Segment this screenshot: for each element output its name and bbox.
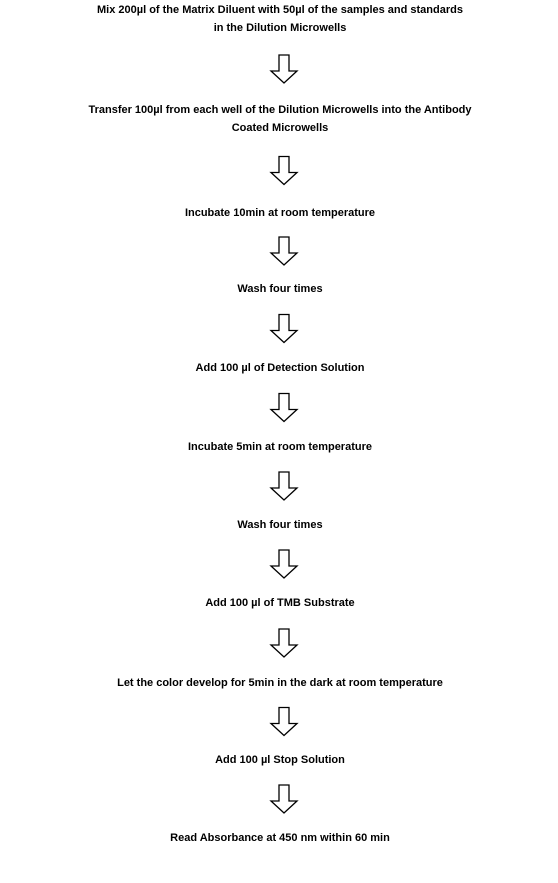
step-text: Add 100 µl of Detection Solution (196, 362, 365, 374)
step-text: Mix 200µl of the Matrix Diluent with 50µ… (97, 4, 463, 16)
down-arrow (269, 392, 299, 423)
down-arrow (269, 471, 299, 501)
down-arrow (269, 155, 299, 186)
step-text: in the Dilution Microwells (214, 22, 347, 34)
step-text: Read Absorbance at 450 nm within 60 min (170, 832, 390, 844)
step-text: Incubate 5min at room temperature (188, 441, 372, 453)
down-arrow (269, 236, 299, 266)
step-text: Let the color develop for 5min in the da… (117, 677, 443, 689)
step-text: Wash four times (237, 519, 322, 531)
down-arrow (269, 313, 299, 344)
down-arrow (269, 54, 299, 84)
down-arrow (269, 784, 299, 814)
step-text: Wash four times (237, 283, 322, 295)
step-text: Add 100 µl Stop Solution (215, 754, 345, 766)
down-arrow (269, 549, 299, 579)
step-text: Coated Microwells (232, 122, 329, 134)
step-text: Add 100 µl of TMB Substrate (205, 597, 354, 609)
down-arrow (269, 628, 299, 658)
step-text: Transfer 100µl from each well of the Dil… (88, 104, 472, 116)
step-text: Incubate 10min at room temperature (185, 207, 375, 219)
down-arrow (269, 706, 299, 737)
